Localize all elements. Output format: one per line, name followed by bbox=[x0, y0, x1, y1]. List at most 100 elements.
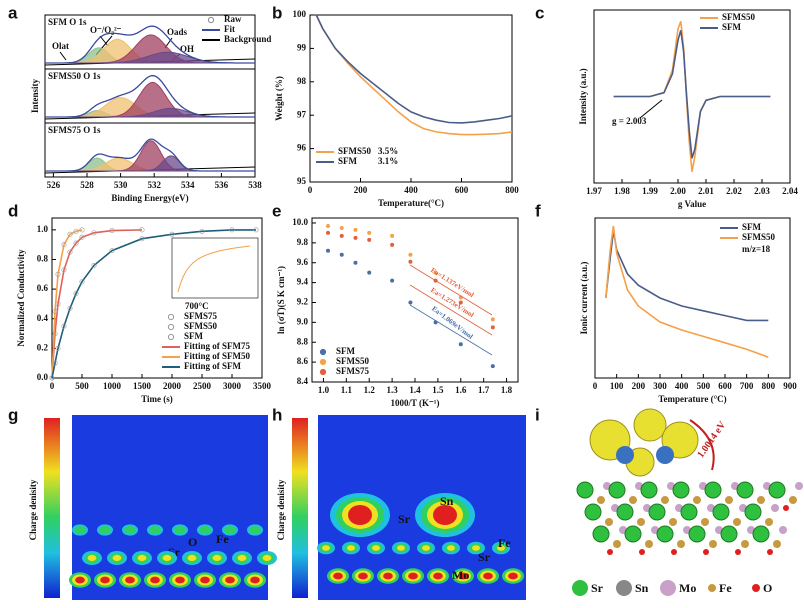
x-axis-label: Time (s) bbox=[141, 394, 173, 404]
y-tick-label: 9.6 bbox=[297, 257, 309, 267]
y-axis-label: Intensity (a.u.) bbox=[578, 68, 588, 124]
x-tick-label: 800 bbox=[762, 381, 776, 391]
data-point bbox=[79, 227, 85, 233]
x-tick-label: 534 bbox=[181, 180, 195, 190]
atom-label: Sn bbox=[440, 494, 454, 508]
legend-value: 3.1% bbox=[378, 156, 398, 166]
data-point bbox=[139, 236, 145, 242]
data-point bbox=[169, 231, 175, 237]
legend-label: SFMS50 bbox=[338, 146, 372, 156]
legend-label: SFMS75 bbox=[336, 366, 370, 376]
y-tick-label: 0.0 bbox=[37, 372, 49, 382]
atom bbox=[639, 549, 645, 555]
density-blob bbox=[472, 545, 480, 551]
atom bbox=[765, 518, 773, 526]
y-tick-label: 0.4 bbox=[37, 313, 49, 323]
y-axis-label: ln (σT)(S K cm⁻¹) bbox=[276, 266, 286, 334]
data-point bbox=[353, 235, 358, 240]
atom bbox=[608, 481, 626, 499]
density-blob bbox=[199, 525, 211, 535]
annotation: g = 2.003 bbox=[612, 116, 647, 126]
density-blob bbox=[99, 525, 111, 535]
data-line bbox=[315, 14, 513, 124]
density-blob bbox=[87, 554, 97, 562]
density-blob bbox=[125, 576, 135, 584]
x-tick-label: 600 bbox=[455, 185, 469, 195]
density-blob bbox=[112, 554, 122, 562]
x-tick-label: 900 bbox=[783, 381, 797, 391]
subplot-title: SFM O 1s bbox=[48, 17, 87, 27]
legend-swatch bbox=[319, 348, 327, 356]
x-tick-label: 536 bbox=[215, 180, 229, 190]
data-point bbox=[52, 308, 58, 314]
legend-label: SFMS50 bbox=[184, 321, 218, 331]
density-blob bbox=[383, 572, 393, 580]
density-blob bbox=[458, 572, 468, 580]
atom bbox=[640, 481, 658, 499]
isosurface bbox=[616, 446, 634, 464]
data-point bbox=[67, 231, 73, 237]
fit-guide bbox=[409, 284, 493, 336]
atom bbox=[733, 518, 741, 526]
x-tick-label: 1.99 bbox=[642, 186, 658, 196]
peak-component bbox=[45, 81, 255, 118]
x-tick-label: 2500 bbox=[193, 381, 212, 391]
atom bbox=[779, 526, 787, 534]
x-tick-label: 700 bbox=[740, 381, 754, 391]
x-tick-label: 1.0 bbox=[318, 385, 330, 395]
data-point bbox=[367, 270, 372, 275]
data-point bbox=[433, 270, 438, 275]
x-tick-label: 2000 bbox=[163, 381, 182, 391]
x-tick-label: 1500 bbox=[133, 381, 152, 391]
density-blob bbox=[433, 505, 457, 525]
data-point bbox=[339, 225, 344, 230]
x-tick-label: 400 bbox=[404, 185, 418, 195]
legend-value: 3.5% bbox=[378, 146, 398, 156]
charge-map bbox=[72, 415, 268, 600]
atom bbox=[783, 505, 789, 511]
x-tick-label: 2.04 bbox=[782, 186, 798, 196]
data-point bbox=[408, 300, 413, 305]
density-blob bbox=[250, 576, 260, 584]
data-point bbox=[109, 228, 115, 234]
x-axis-label: g Value bbox=[678, 199, 706, 209]
peak-label: OH bbox=[180, 44, 194, 54]
density-blob bbox=[149, 525, 161, 535]
colorbar-label: Charge denisity bbox=[276, 479, 286, 540]
atom bbox=[768, 481, 786, 499]
legend-swatch bbox=[708, 584, 716, 592]
x-tick-label: 1.2 bbox=[364, 385, 376, 395]
data-line bbox=[51, 229, 83, 379]
data-line bbox=[605, 225, 769, 358]
x-tick-label: 0 bbox=[50, 381, 55, 391]
colorbar bbox=[292, 418, 308, 598]
atom bbox=[712, 503, 730, 521]
data-point bbox=[49, 375, 55, 381]
panel-letter: b bbox=[272, 3, 282, 22]
density-blob bbox=[124, 525, 136, 535]
density-blob bbox=[150, 576, 160, 584]
density-blob bbox=[358, 572, 368, 580]
density-blob bbox=[447, 545, 455, 551]
data-point bbox=[55, 271, 61, 277]
legend-label: Raw bbox=[224, 14, 242, 24]
fit-guide bbox=[409, 264, 493, 316]
density-blob bbox=[397, 545, 405, 551]
peak-component bbox=[45, 140, 255, 172]
data-point bbox=[229, 227, 235, 233]
x-tick-label: 600 bbox=[718, 381, 732, 391]
y-axis-label: Intensity bbox=[30, 79, 40, 114]
subplot-frame bbox=[44, 122, 256, 178]
x-tick-label: 800 bbox=[505, 185, 519, 195]
density-blob bbox=[75, 576, 85, 584]
density-blob bbox=[408, 572, 418, 580]
fit-line bbox=[45, 74, 255, 118]
legend-swatch bbox=[167, 313, 175, 321]
data-point bbox=[367, 237, 372, 242]
density-blob bbox=[497, 545, 505, 551]
legend-swatch bbox=[572, 580, 588, 596]
panel-letter: g bbox=[8, 405, 18, 424]
legend-swatch bbox=[319, 368, 327, 376]
density-blob bbox=[100, 576, 110, 584]
data-point bbox=[52, 331, 58, 337]
